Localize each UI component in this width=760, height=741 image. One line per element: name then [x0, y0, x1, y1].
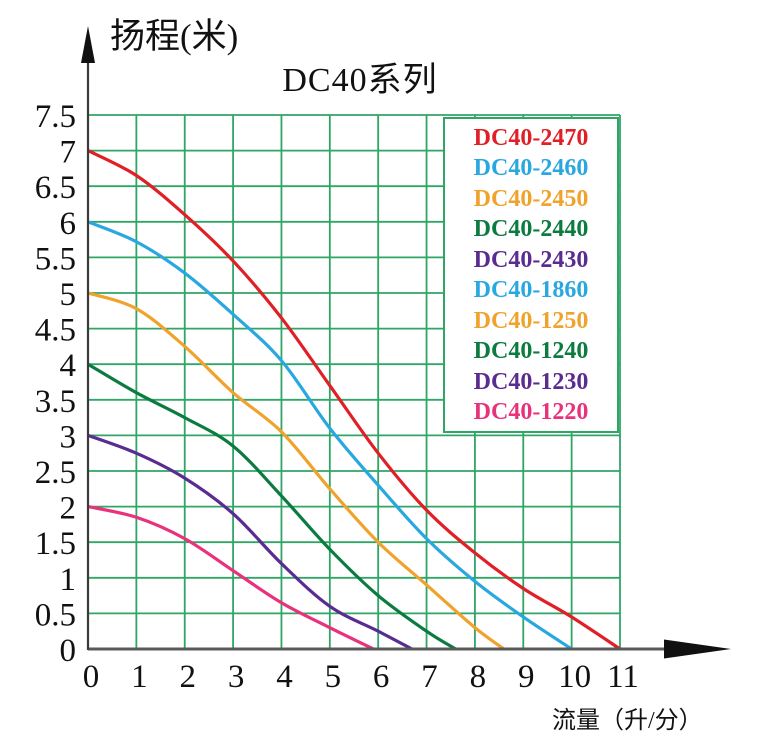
- x-tick-label: 8: [470, 659, 487, 695]
- y-tick-label: 3: [60, 419, 77, 455]
- curve-DC40-2460-DC40-1860: [87, 220, 574, 649]
- x-tick-label: 0: [83, 659, 100, 695]
- legend-item-DC40-2470: DC40-2470: [473, 124, 589, 151]
- legend-item-DC40-1230: DC40-1230: [473, 368, 589, 395]
- y-tick-label: 5: [60, 277, 77, 313]
- y-tick-label: 6: [60, 206, 77, 242]
- x-axis-title: 流量（升/分）: [552, 708, 703, 734]
- y-tick-label: 7.5: [35, 99, 76, 135]
- legend-item-DC40-1860: DC40-1860: [473, 277, 589, 304]
- legend-item-DC40-2450: DC40-2450: [473, 185, 589, 212]
- x-axis-arrow-icon: [664, 639, 731, 659]
- x-tick-label: 1: [131, 659, 148, 695]
- y-tick-label: 2.5: [35, 455, 76, 491]
- legend-item-DC40-2440: DC40-2440: [473, 216, 589, 243]
- x-tick-label: 9: [518, 659, 535, 695]
- x-tick-label: 6: [373, 659, 390, 695]
- curve-DC40-2440-DC40-1240: [87, 362, 458, 649]
- x-tick-label: 4: [276, 659, 293, 695]
- y-axis-arrow-icon: [81, 26, 95, 63]
- y-tick-label: 2: [60, 491, 77, 527]
- x-tick-label: 5: [325, 659, 342, 695]
- curve-DC40-1220: [87, 505, 375, 649]
- y-tick-label: 7: [60, 135, 77, 171]
- legend-item-DC40-1220: DC40-1220: [473, 399, 589, 426]
- y-tick-label: 3.5: [35, 384, 76, 420]
- y-tick-label: 0: [60, 633, 77, 669]
- curve-DC40-2430-DC40-1230: [87, 433, 414, 649]
- y-tick-label: 1.5: [35, 526, 76, 562]
- x-tick-label: 2: [179, 659, 196, 695]
- y-tick-label: 1: [60, 562, 77, 598]
- x-tick-label: 11: [607, 659, 639, 695]
- legend-item-DC40-1240: DC40-1240: [473, 338, 589, 365]
- y-tick-label: 5.5: [35, 241, 76, 277]
- legend: DC40-2470 DC40-2460 DC40-2450 DC40-2440 DC40…: [443, 117, 619, 433]
- curve-DC40-2450-DC40-1250: [87, 291, 506, 649]
- x-tick-label: 3: [228, 659, 245, 695]
- y-tick-label: 0.5: [35, 597, 76, 633]
- curve-DC40-2470: [87, 149, 622, 649]
- chart-title: DC40系列: [282, 62, 438, 99]
- x-tick-label: 7: [421, 659, 438, 695]
- legend-item-DC40-2460: DC40-2460: [473, 155, 589, 182]
- y-tick-label: 6.5: [35, 170, 76, 206]
- y-tick-label: 4.5: [35, 313, 76, 349]
- legend-item-DC40-1250: DC40-1250: [473, 307, 589, 334]
- x-tick-label: 10: [558, 659, 591, 695]
- y-tick-label: 4: [60, 348, 77, 384]
- y-axis-title: 扬程(米): [110, 17, 239, 56]
- legend-item-DC40-2430: DC40-2430: [473, 246, 589, 273]
